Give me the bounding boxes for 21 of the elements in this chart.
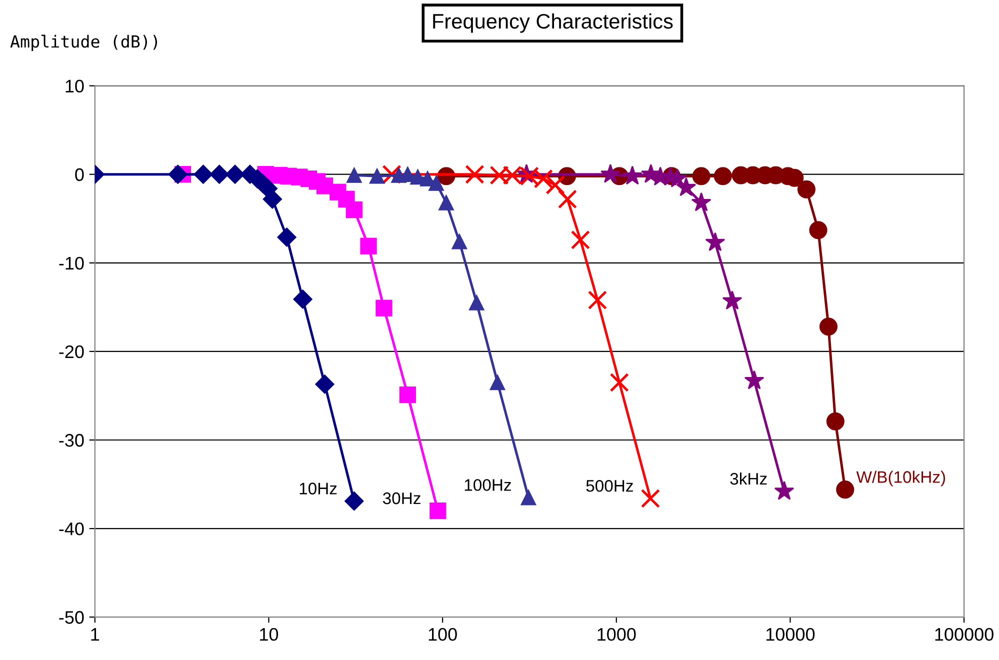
series-label: 10Hz	[300, 482, 337, 494]
x-tick-label: 10	[260, 628, 278, 641]
y-tick-label: -10	[59, 256, 84, 270]
y-axis-title: Amplitude (dB))	[10, 34, 158, 52]
y-tick-label: 10	[66, 80, 84, 93]
y-tick-label: -20	[59, 345, 84, 358]
x-tick-label: 1	[91, 628, 100, 641]
x-tick-label: 10000	[766, 628, 815, 641]
series-label: 3kHz	[730, 472, 767, 485]
y-tick-label: -30	[59, 434, 84, 447]
y-tick-label: -40	[59, 522, 84, 536]
y-tick-label: 0	[75, 168, 84, 182]
series-label: 30Hz	[382, 492, 420, 504]
series-label: W/B(10kHz)	[856, 470, 946, 486]
y-tick-label: -50	[59, 611, 84, 624]
x-tick-label: 100000	[935, 628, 994, 641]
series-label: 500Hz	[586, 480, 633, 492]
series-label: 100Hz	[464, 479, 511, 491]
x-tick-label: 100	[428, 628, 457, 641]
chart-title: Frequency Characteristics	[433, 13, 673, 33]
x-tick-label: 1000	[598, 628, 636, 641]
